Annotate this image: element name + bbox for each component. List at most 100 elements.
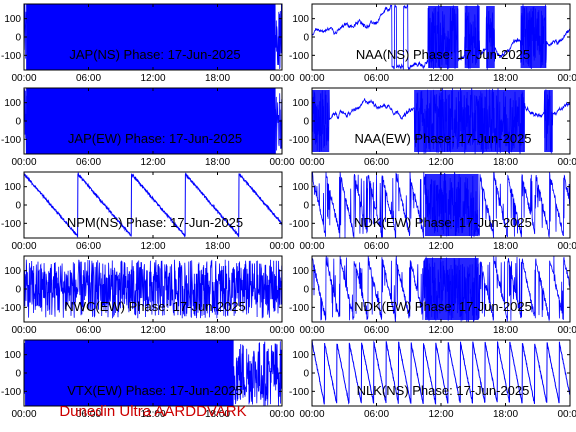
x-tick-label: 18:00 (205, 73, 230, 84)
panel-title: JAP(NS) Phase: 17-Jun-2025 (69, 47, 240, 62)
x-tick-label: 18:00 (205, 325, 230, 336)
panel-title: NWC(EW) Phase: 17-Jun-2025 (64, 299, 245, 314)
x-tick-label: 06:00 (364, 157, 389, 168)
x-tick-label: 06:00 (76, 157, 101, 168)
y-tick-label: -100 (289, 135, 309, 146)
phase-panel-1: 100 0 -100 00:00 06:00 12:00 18:00 00:00 JAP(NS)… (1, 3, 295, 84)
x-tick-label: 00:00 (299, 325, 324, 336)
x-tick-label: 06:00 (364, 325, 389, 336)
phase-trace (312, 4, 570, 70)
phase-panel-4: 100 0 -100 00:00 06:00 12:00 18:00 00:00 NAA(EW)… (289, 87, 576, 168)
y-tick-label: -100 (289, 219, 309, 230)
x-tick-label: 12:00 (140, 409, 165, 420)
x-tick-label: 12:00 (140, 241, 165, 252)
y-tick-label: -100 (1, 303, 21, 314)
y-tick-label: -100 (1, 219, 21, 230)
x-tick-label: 06:00 (76, 325, 101, 336)
x-tick-label: 12:00 (428, 241, 453, 252)
phase-panel-5: 100 0 -100 00:00 06:00 12:00 18:00 00:00 NPM(NS)… (1, 171, 295, 252)
y-tick-label: -100 (289, 387, 309, 398)
x-tick-label: 00:00 (11, 325, 36, 336)
phase-panel-10: 100 0 -100 00:00 06:00 12:00 18:00 00:00 NLK(NS)… (289, 339, 576, 420)
panel-title: NLK(NS) Phase: 17-Jun-2025 (357, 383, 530, 398)
y-tick-label: 100 (4, 182, 21, 193)
x-tick-label: 00:00 (557, 241, 576, 252)
x-tick-label: 00:00 (11, 73, 36, 84)
x-tick-label: 12:00 (140, 325, 165, 336)
phase-trace (24, 4, 282, 70)
x-tick-label: 18:00 (493, 157, 518, 168)
y-tick-label: 0 (303, 33, 309, 44)
x-tick-label: 00:00 (269, 241, 294, 252)
phase-panel-9: 100 0 -100 00:00 06:00 12:00 18:00 00:00 VTX(EW)… (1, 339, 295, 420)
x-tick-label: 12:00 (428, 73, 453, 84)
x-tick-label: 18:00 (493, 325, 518, 336)
y-tick-label: 100 (4, 350, 21, 361)
panel-title: NAA(NS) Phase: 17-Jun-2025 (356, 47, 530, 62)
x-tick-label: 00:00 (11, 241, 36, 252)
x-tick-label: 06:00 (76, 73, 101, 84)
x-tick-label: 18:00 (493, 241, 518, 252)
x-tick-label: 06:00 (76, 409, 101, 420)
y-tick-label: 0 (15, 117, 21, 128)
phase-trace (24, 259, 282, 319)
x-tick-label: 00:00 (11, 409, 36, 420)
footer-caption: Dunedin Ultra AARDDVARK (59, 403, 247, 420)
x-tick-label: 18:00 (493, 73, 518, 84)
x-tick-label: 00:00 (557, 409, 576, 420)
y-tick-label: 100 (292, 182, 309, 193)
x-tick-label: 12:00 (140, 157, 165, 168)
x-tick-label: 00:00 (269, 73, 294, 84)
phase-trace (24, 172, 282, 238)
y-tick-label: 0 (303, 201, 309, 212)
x-tick-label: 06:00 (76, 241, 101, 252)
y-tick-label: 100 (292, 266, 309, 277)
y-tick-label: 0 (303, 117, 309, 128)
y-tick-label: -100 (289, 51, 309, 62)
x-tick-label: 00:00 (299, 409, 324, 420)
phase-trace (312, 88, 570, 154)
panel-title: NPM(NS) Phase: 17-Jun-2025 (67, 215, 243, 230)
x-tick-label: 12:00 (428, 409, 453, 420)
y-tick-label: 0 (15, 285, 21, 296)
phase-trace (312, 172, 570, 238)
x-tick-label: 00:00 (269, 409, 294, 420)
phase-panel-8: 100 0 -100 00:00 06:00 12:00 18:00 00:00 NDK(EW)… (289, 255, 576, 336)
panel-title: NDK(EW) Phase: 17-Jun-2025 (354, 299, 532, 314)
x-tick-label: 06:00 (364, 241, 389, 252)
y-tick-label: 100 (292, 350, 309, 361)
y-tick-label: 100 (4, 14, 21, 25)
phase-panel-2: 100 0 -100 00:00 06:00 12:00 18:00 00:00 NAA(NS)… (289, 3, 576, 84)
y-tick-label: -100 (289, 303, 309, 314)
y-tick-label: -100 (1, 135, 21, 146)
phase-trace (24, 340, 282, 406)
phase-trace (24, 88, 282, 154)
y-tick-label: 100 (4, 98, 21, 109)
x-tick-label: 00:00 (269, 157, 294, 168)
x-tick-label: 12:00 (428, 157, 453, 168)
y-tick-label: 0 (15, 201, 21, 212)
x-tick-label: 18:00 (205, 241, 230, 252)
x-tick-label: 18:00 (205, 409, 230, 420)
x-tick-label: 00:00 (557, 325, 576, 336)
x-tick-label: 12:00 (428, 325, 453, 336)
y-tick-label: 100 (4, 266, 21, 277)
panel-title: JAP(EW) Phase: 17-Jun-2025 (68, 131, 242, 146)
x-tick-label: 00:00 (269, 325, 294, 336)
panel-title: NDK(EW) Phase: 17-Jun-2025 (354, 215, 532, 230)
x-tick-label: 00:00 (299, 73, 324, 84)
phase-trace (312, 340, 570, 406)
y-tick-label: 0 (303, 369, 309, 380)
panel-title: NAA(EW) Phase: 17-Jun-2025 (354, 131, 531, 146)
panel-title: VTX(EW) Phase: 17-Jun-2025 (67, 383, 243, 398)
y-tick-label: 100 (292, 98, 309, 109)
x-tick-label: 12:00 (140, 73, 165, 84)
phase-panel-7: 100 0 -100 00:00 06:00 12:00 18:00 00:00 NWC(EW)… (1, 255, 295, 336)
x-tick-label: 00:00 (557, 157, 576, 168)
phase-panel-6: 100 0 -100 00:00 06:00 12:00 18:00 00:00 NDK(EW)… (289, 171, 576, 252)
x-tick-label: 00:00 (11, 157, 36, 168)
y-tick-label: -100 (1, 387, 21, 398)
x-tick-label: 18:00 (493, 409, 518, 420)
x-tick-label: 00:00 (299, 241, 324, 252)
